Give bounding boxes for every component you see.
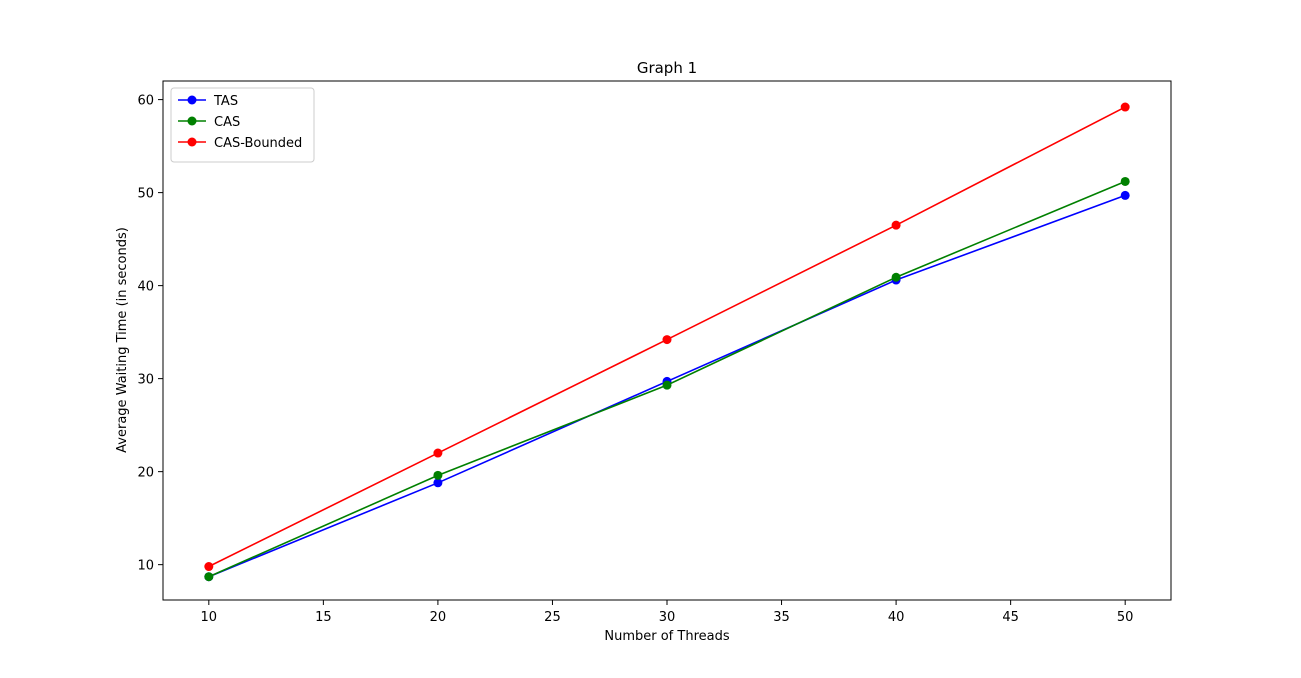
x-tick-label: 45 [1002,610,1019,625]
data-point-tas [433,478,443,488]
legend-label-cas: CAS [214,115,240,130]
x-tick-label: 35 [773,610,790,625]
y-tick-label: 10 [137,559,154,574]
legend-marker-cas [187,116,197,126]
x-tick-label: 15 [315,610,332,625]
legend: TAS CAS CAS-Bounded [170,87,315,163]
x-tick-label: 25 [544,610,561,625]
x-tick-label: 20 [430,610,447,625]
y-tick-label: 30 [137,373,154,388]
y-tick-label: 40 [137,280,154,295]
x-tick-label: 50 [1117,610,1134,625]
legend-label-cas-bounded: CAS-Bounded [214,136,302,151]
data-point-cas [433,470,443,480]
data-point-cas-bounded [433,448,443,458]
data-point-cas [662,380,672,390]
legend-box [170,87,315,163]
legend-label-tas: TAS [213,94,238,109]
data-point-cas [204,572,214,582]
y-tick-label: 20 [137,466,154,481]
data-point-cas-bounded [204,562,214,572]
x-tick-label: 30 [659,610,676,625]
data-point-cas [891,272,901,282]
legend-marker-cas-bounded [187,137,197,147]
x-tick-label: 10 [201,610,218,625]
data-point-cas-bounded [1120,102,1130,112]
series-layer [204,102,1130,582]
y-tick-label: 60 [137,94,154,109]
data-point-cas-bounded [662,335,672,345]
data-point-tas [1120,190,1130,200]
legend-marker-tas [187,95,197,105]
axes-layer: 10 15 20 25 30 35 40 45 50 10 20 30 40 50 60 [137,80,1172,625]
y-tick-label: 50 [137,187,154,202]
chart-title: Graph 1 [637,59,697,77]
y-axis-label: Average Waiting Time (in seconds) [115,227,130,453]
data-point-cas [1120,176,1130,186]
data-point-cas-bounded [891,220,901,230]
x-tick-label: 40 [888,610,905,625]
x-axis-label: Number of Threads [604,629,729,644]
